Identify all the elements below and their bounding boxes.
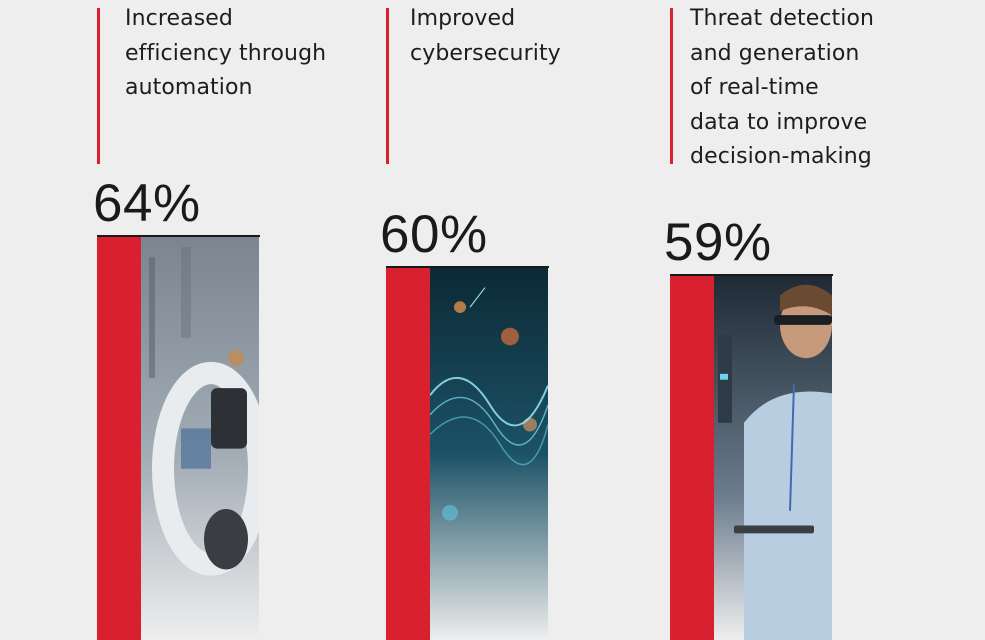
category-divider xyxy=(386,8,389,164)
category-divider xyxy=(670,8,673,164)
category-label: Threat detection and generation of real-… xyxy=(690,6,875,169)
value-bar xyxy=(670,276,714,640)
category-label: Improved cybersecurity xyxy=(410,6,561,66)
engineer-photo xyxy=(714,276,832,640)
value-bar xyxy=(386,268,430,640)
value-label: 60% xyxy=(380,205,488,264)
bar-top-rule xyxy=(97,235,260,237)
bar-top-rule xyxy=(670,274,833,276)
cyber-data-photo xyxy=(430,268,548,640)
robot-arm-photo xyxy=(141,237,259,640)
bar-top-rule xyxy=(386,266,549,268)
category-divider xyxy=(97,8,100,164)
value-bar xyxy=(97,237,141,640)
value-label: 59% xyxy=(664,213,772,272)
value-label: 64% xyxy=(93,174,201,233)
category-label: Increased efficiency through automation xyxy=(125,6,327,100)
